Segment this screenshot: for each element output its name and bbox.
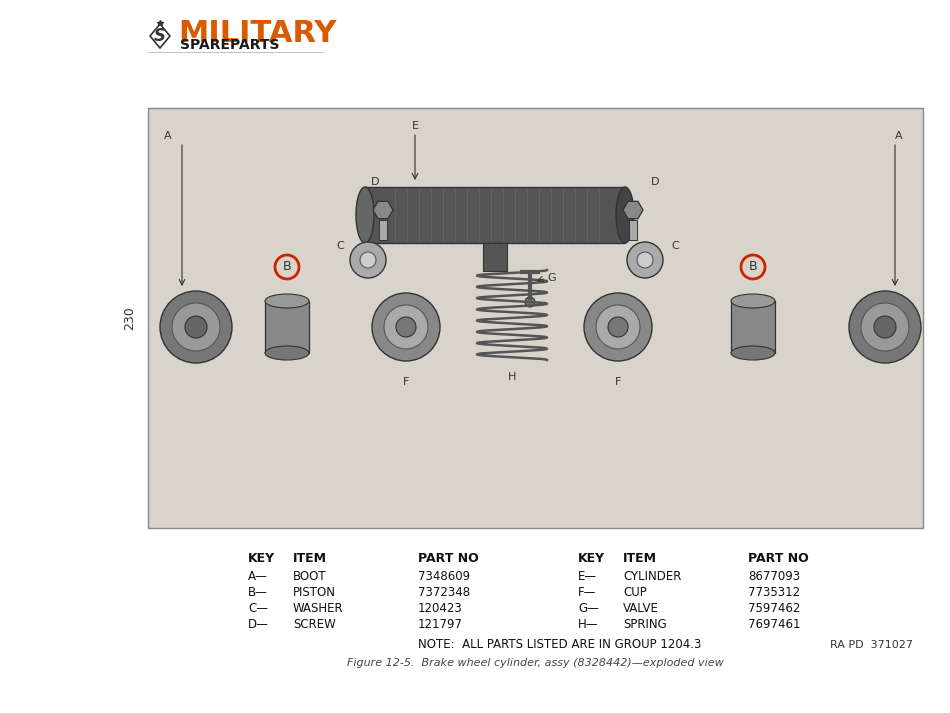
- Text: PART NO: PART NO: [418, 552, 479, 565]
- Text: SCREW: SCREW: [293, 618, 335, 631]
- Ellipse shape: [627, 242, 663, 278]
- Ellipse shape: [596, 305, 640, 349]
- Text: S: S: [154, 27, 166, 45]
- Polygon shape: [373, 201, 393, 219]
- Ellipse shape: [372, 293, 440, 361]
- Text: 7597462: 7597462: [748, 602, 800, 615]
- Ellipse shape: [584, 293, 652, 361]
- Bar: [629, 220, 637, 240]
- Text: G—: G—: [578, 602, 598, 615]
- Text: NOTE:  ALL PARTS LISTED ARE IN GROUP 1204.3: NOTE: ALL PARTS LISTED ARE IN GROUP 1204…: [418, 638, 701, 651]
- Text: 7348609: 7348609: [418, 570, 470, 583]
- Bar: [379, 220, 387, 240]
- Ellipse shape: [384, 305, 428, 349]
- Text: 230: 230: [124, 306, 137, 330]
- Text: KEY: KEY: [248, 552, 276, 565]
- Text: G: G: [548, 273, 557, 283]
- Bar: [148, 108, 923, 528]
- Text: 7697461: 7697461: [748, 618, 801, 631]
- Ellipse shape: [396, 317, 416, 337]
- Text: A: A: [895, 131, 902, 141]
- Text: F: F: [615, 377, 621, 387]
- Text: H: H: [508, 372, 516, 382]
- Text: B—: B—: [248, 586, 268, 599]
- Text: C: C: [336, 241, 344, 251]
- Text: C: C: [671, 241, 679, 251]
- Text: D—: D—: [248, 618, 269, 631]
- Text: H—: H—: [578, 618, 598, 631]
- Text: F—: F—: [578, 586, 597, 599]
- Text: KEY: KEY: [578, 552, 605, 565]
- Bar: [365, 187, 625, 243]
- Text: SPAREPARTS: SPAREPARTS: [180, 38, 279, 52]
- Text: ITEM: ITEM: [623, 552, 657, 565]
- Text: D: D: [651, 177, 659, 187]
- Text: 7372348: 7372348: [418, 586, 470, 599]
- Text: PISTON: PISTON: [293, 586, 336, 599]
- Ellipse shape: [356, 187, 374, 243]
- Text: E: E: [411, 121, 419, 131]
- Ellipse shape: [608, 317, 628, 337]
- Text: SPRING: SPRING: [623, 618, 667, 631]
- Text: RA PD  371027: RA PD 371027: [830, 640, 913, 650]
- Text: CUP: CUP: [623, 586, 647, 599]
- Ellipse shape: [525, 297, 535, 307]
- Polygon shape: [623, 201, 643, 219]
- Ellipse shape: [172, 303, 220, 351]
- Ellipse shape: [360, 252, 376, 268]
- Ellipse shape: [616, 187, 634, 243]
- Ellipse shape: [861, 303, 909, 351]
- Bar: [483, 243, 507, 271]
- Text: BOOT: BOOT: [293, 570, 327, 583]
- Text: B: B: [283, 260, 292, 274]
- Text: WASHER: WASHER: [293, 602, 344, 615]
- Ellipse shape: [350, 242, 386, 278]
- Text: 8677093: 8677093: [748, 570, 800, 583]
- Ellipse shape: [849, 291, 921, 363]
- Text: A—: A—: [248, 570, 268, 583]
- Ellipse shape: [874, 316, 896, 338]
- Text: VALVE: VALVE: [623, 602, 659, 615]
- Ellipse shape: [185, 316, 207, 338]
- Text: E—: E—: [578, 570, 598, 583]
- Bar: [731, 301, 775, 353]
- Ellipse shape: [265, 346, 309, 360]
- Ellipse shape: [160, 291, 232, 363]
- Text: Figure 12-5.  Brake wheel cylinder, assy (8328442)—exploded view: Figure 12-5. Brake wheel cylinder, assy …: [347, 658, 723, 668]
- Text: A: A: [164, 131, 172, 141]
- Text: 121797: 121797: [418, 618, 463, 631]
- Text: CYLINDER: CYLINDER: [623, 570, 681, 583]
- Text: F: F: [403, 377, 409, 387]
- Text: MILITARY: MILITARY: [178, 19, 336, 48]
- Text: C—: C—: [248, 602, 268, 615]
- Ellipse shape: [731, 346, 775, 360]
- Text: 120423: 120423: [418, 602, 463, 615]
- Text: D: D: [370, 177, 379, 187]
- Ellipse shape: [265, 294, 309, 308]
- Text: ITEM: ITEM: [293, 552, 327, 565]
- Bar: [265, 301, 309, 353]
- Ellipse shape: [637, 252, 653, 268]
- Text: B: B: [749, 260, 757, 274]
- Text: 7735312: 7735312: [748, 586, 800, 599]
- Text: PART NO: PART NO: [748, 552, 808, 565]
- Ellipse shape: [731, 294, 775, 308]
